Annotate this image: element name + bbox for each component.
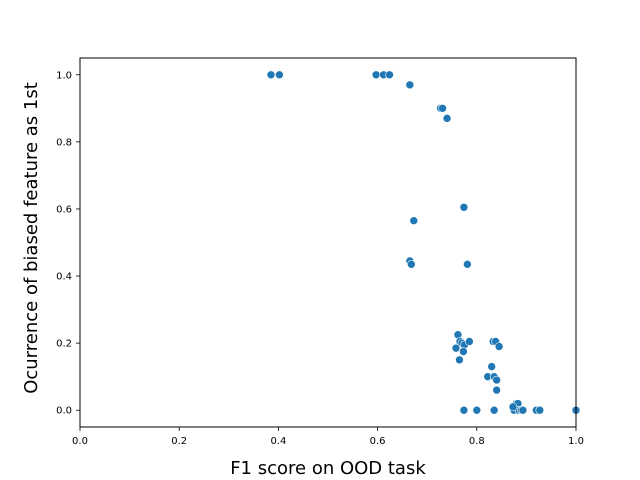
data-point	[266, 70, 276, 80]
data-point	[405, 80, 415, 90]
data-point	[508, 402, 518, 412]
y-tick-label: 1.0	[56, 70, 72, 81]
data-point	[275, 70, 284, 80]
data-point	[451, 343, 461, 353]
x-tick-label: 0.6	[370, 436, 386, 447]
x-tick-label: 1.0	[568, 436, 584, 447]
data-point	[463, 260, 472, 269]
data-point	[409, 216, 419, 225]
data-point	[459, 347, 468, 356]
y-axis-ticks: 0.0 0.2 0.4 0.6 0.8 1.0	[56, 70, 80, 417]
data-point	[371, 70, 381, 80]
data-point	[492, 375, 501, 385]
y-tick-label: 0.6	[56, 204, 72, 215]
y-tick-label: 0.0	[56, 406, 72, 417]
y-tick-label: 0.4	[56, 272, 72, 283]
data-point	[487, 362, 496, 371]
plot-frame	[79, 57, 577, 428]
data-point	[442, 114, 452, 123]
data-point	[518, 405, 528, 415]
data-point	[492, 385, 501, 395]
data-point	[489, 405, 499, 415]
data-point	[459, 202, 469, 212]
y-axis-title: Ocurrence of biased feature as 1st	[21, 82, 42, 394]
x-axis-ticks: 0.0 0.2 0.4 0.6 0.8 1.0	[72, 427, 584, 447]
scatter-points	[266, 70, 581, 415]
x-axis-title: F1 score on OOD task	[230, 458, 426, 479]
y-tick-label: 0.2	[56, 339, 72, 350]
x-tick-label: 0.2	[171, 436, 187, 447]
data-point	[459, 405, 469, 415]
data-point	[472, 405, 482, 415]
x-tick-label: 0.0	[72, 436, 88, 447]
data-point	[535, 405, 545, 415]
data-point	[385, 70, 394, 80]
data-point	[407, 260, 416, 269]
data-point	[494, 342, 504, 351]
data-point	[455, 355, 464, 365]
data-point	[465, 337, 474, 346]
x-tick-label: 0.8	[469, 436, 485, 447]
x-tick-label: 0.4	[270, 436, 286, 447]
y-tick-label: 0.8	[56, 137, 72, 148]
data-point	[438, 104, 447, 113]
